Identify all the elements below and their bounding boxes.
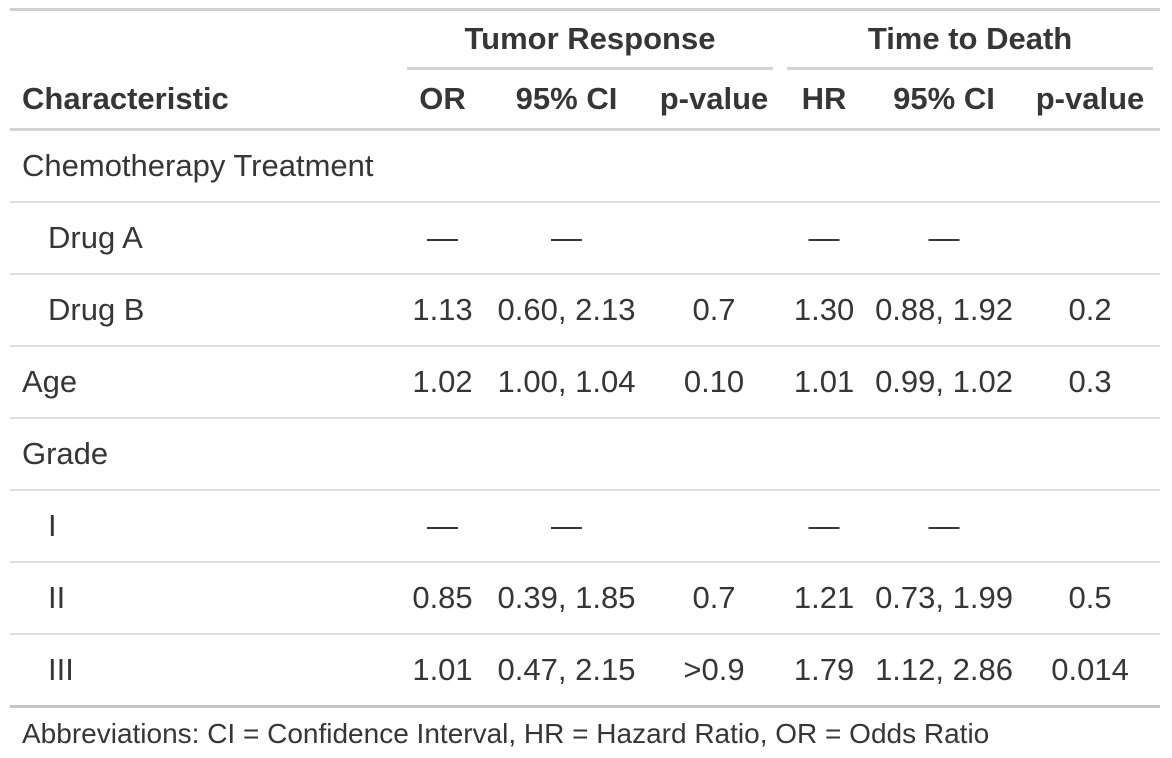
column-header-ci-death: 95% CI [868, 70, 1021, 131]
value-cell: 0.88, 1.92 [868, 274, 1021, 347]
value-cell [1020, 490, 1161, 563]
value-cell: 0.7 [648, 562, 781, 635]
value-cell: 0.3 [1020, 346, 1161, 419]
value-cell: 1.21 [780, 562, 869, 635]
row-label: III [10, 634, 400, 708]
value-cell: 0.99, 1.02 [868, 346, 1021, 419]
table-row: I — — — — [10, 490, 1161, 563]
table-row: Drug A — — — — [10, 202, 1161, 275]
value-cell: 0.2 [1020, 274, 1161, 347]
value-cell [780, 129, 869, 203]
value-cell: 0.39, 1.85 [485, 562, 648, 635]
value-cell: — [400, 202, 485, 275]
spanner-tumor-response: Tumor Response [400, 10, 780, 70]
value-cell: — [485, 202, 648, 275]
column-header-pvalue-tumor: p-value [648, 70, 781, 131]
column-header-pvalue-death: p-value [1020, 70, 1161, 131]
table-body: Chemotherapy Treatment Drug A — — — — Drug B 1.… [10, 129, 1161, 708]
table-row: Grade [10, 418, 1161, 491]
value-cell: >0.9 [648, 634, 781, 708]
value-cell: 1.30 [780, 274, 869, 347]
stub-spacer [10, 10, 400, 71]
table-row: Age 1.02 1.00, 1.04 0.10 1.01 0.99, 1.02 0.3 [10, 346, 1161, 419]
row-label: Drug B [10, 274, 400, 347]
value-cell: 1.01 [400, 634, 485, 708]
spanner-time-to-death-label: Time to Death [787, 21, 1154, 70]
value-cell: 0.60, 2.13 [485, 274, 648, 347]
value-cell: 1.13 [400, 274, 485, 347]
row-label: Drug A [10, 202, 400, 275]
row-label: I [10, 490, 400, 563]
column-header-or: OR [400, 70, 485, 131]
row-label: II [10, 562, 400, 635]
value-cell [400, 418, 485, 491]
value-cell [868, 129, 1021, 203]
spanner-header-row: Tumor Response Time to Death [10, 10, 1160, 71]
value-cell [780, 418, 869, 491]
column-header-hr: HR [780, 70, 869, 131]
value-cell: 0.85 [400, 562, 485, 635]
value-cell: 0.47, 2.15 [485, 634, 648, 708]
value-cell [868, 418, 1021, 491]
value-cell: 1.00, 1.04 [485, 346, 648, 419]
row-label: Age [10, 346, 400, 419]
value-cell: 0.5 [1020, 562, 1161, 635]
value-cell: 0.10 [648, 346, 781, 419]
value-cell [485, 418, 648, 491]
value-cell [1020, 418, 1161, 491]
value-cell: — [868, 202, 1021, 275]
value-cell: 0.7 [648, 274, 781, 347]
value-cell: 1.12, 2.86 [868, 634, 1021, 708]
value-cell: — [485, 490, 648, 563]
value-cell [648, 202, 781, 275]
column-header-ci-tumor: 95% CI [485, 70, 648, 131]
column-header-characteristic: Characteristic [10, 70, 400, 131]
table-row: II 0.85 0.39, 1.85 0.7 1.21 0.73, 1.99 0.5 [10, 562, 1161, 635]
value-cell: 1.02 [400, 346, 485, 419]
value-cell: 0.73, 1.99 [868, 562, 1021, 635]
table-row: Drug B 1.13 0.60, 2.13 0.7 1.30 0.88, 1.92 0.2 [10, 274, 1161, 347]
value-cell: 1.01 [780, 346, 869, 419]
spanner-time-to-death: Time to Death [780, 10, 1160, 70]
column-header-row: Characteristic OR 95% CI p-value HR 95% … [10, 70, 1161, 131]
value-cell [485, 129, 648, 203]
regression-summary-table: Tumor Response Time to Death Characteris… [10, 8, 1161, 758]
value-cell [1020, 129, 1161, 203]
value-cell: — [780, 202, 869, 275]
value-cell [648, 129, 781, 203]
row-label: Grade [10, 418, 400, 491]
value-cell [1020, 202, 1161, 275]
table-row: III 1.01 0.47, 2.15 >0.9 1.79 1.12, 2.86 0.014 [10, 634, 1161, 708]
abbreviations-note: Abbreviations: CI = Confidence Interval,… [10, 706, 1161, 758]
row-label: Chemotherapy Treatment [10, 129, 400, 203]
spanner-tumor-response-label: Tumor Response [407, 21, 774, 70]
value-cell: — [868, 490, 1021, 563]
table-row: Chemotherapy Treatment [10, 129, 1161, 203]
value-cell: 1.79 [780, 634, 869, 708]
summary-table: Tumor Response Time to Death Characteris… [10, 8, 1161, 758]
footer-row: Abbreviations: CI = Confidence Interval,… [10, 706, 1161, 758]
value-cell [400, 129, 485, 203]
value-cell [648, 418, 781, 491]
value-cell: 0.014 [1020, 634, 1161, 708]
value-cell: — [780, 490, 869, 563]
value-cell [648, 490, 781, 563]
value-cell: — [400, 490, 485, 563]
